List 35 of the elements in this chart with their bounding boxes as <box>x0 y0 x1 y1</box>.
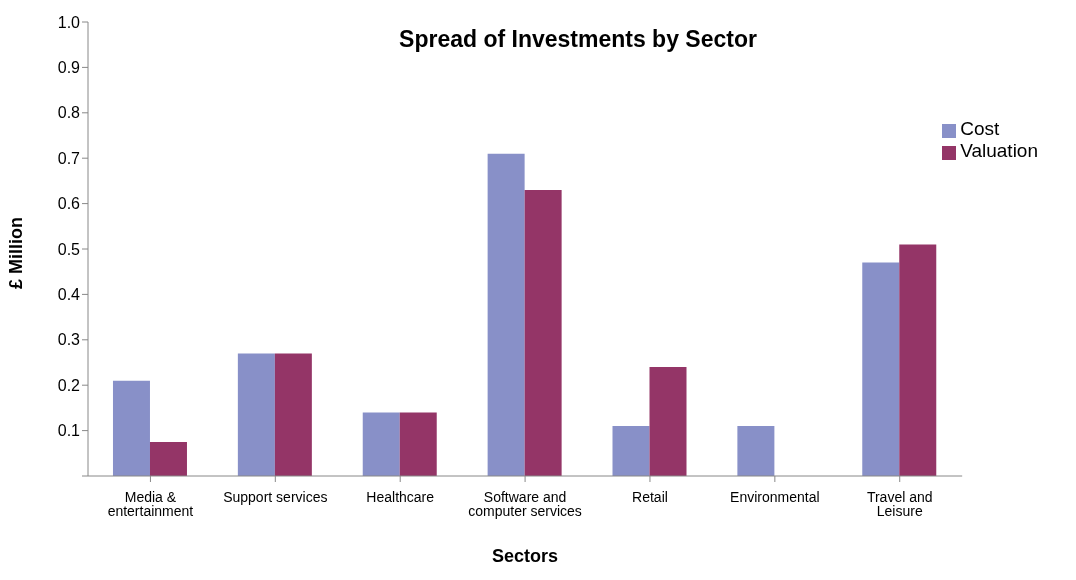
bar <box>524 189 562 476</box>
x-tick-label: Support services <box>223 488 328 505</box>
y-tick-label: 0.1 <box>57 422 81 440</box>
y-tick-label: 0.5 <box>57 240 81 258</box>
y-axis-title: £ Million <box>6 217 27 289</box>
y-tick-label: 0.4 <box>57 286 81 304</box>
y-tick-label: 1.0 <box>57 13 81 31</box>
chart-title: Spread of Investments by Sector <box>398 26 758 53</box>
y-tick-label: 0.8 <box>57 104 81 122</box>
y-tick-label: 0.3 <box>57 331 81 349</box>
legend-label: Valuation <box>960 140 1038 161</box>
y-tick-label: 0.6 <box>57 195 81 213</box>
bar <box>487 153 525 476</box>
bar <box>362 412 400 476</box>
x-tick-label: Media & entertainment <box>107 488 194 519</box>
y-tick-label: 0.2 <box>57 376 81 394</box>
legend-label: Cost <box>960 118 1000 139</box>
x-tick-label: Retail <box>632 488 668 505</box>
bar <box>399 412 437 476</box>
bar <box>237 353 275 476</box>
bar <box>612 426 650 476</box>
bar <box>862 262 900 476</box>
x-tick-label: Software and computer services <box>468 488 582 519</box>
bar <box>149 441 187 476</box>
y-tick-label: 0.9 <box>57 59 81 77</box>
y-tick-label: 0.7 <box>57 149 81 167</box>
bar <box>112 380 150 476</box>
x-axis-title: Sectors <box>492 546 559 566</box>
bar <box>649 367 687 476</box>
bar <box>274 353 312 476</box>
x-tick-label: Travel and Leisure <box>866 488 933 519</box>
bar <box>737 426 775 476</box>
x-tick-label: Environmental <box>730 488 820 505</box>
bar <box>899 244 937 476</box>
x-tick-label: Healthcare <box>366 488 435 505</box>
